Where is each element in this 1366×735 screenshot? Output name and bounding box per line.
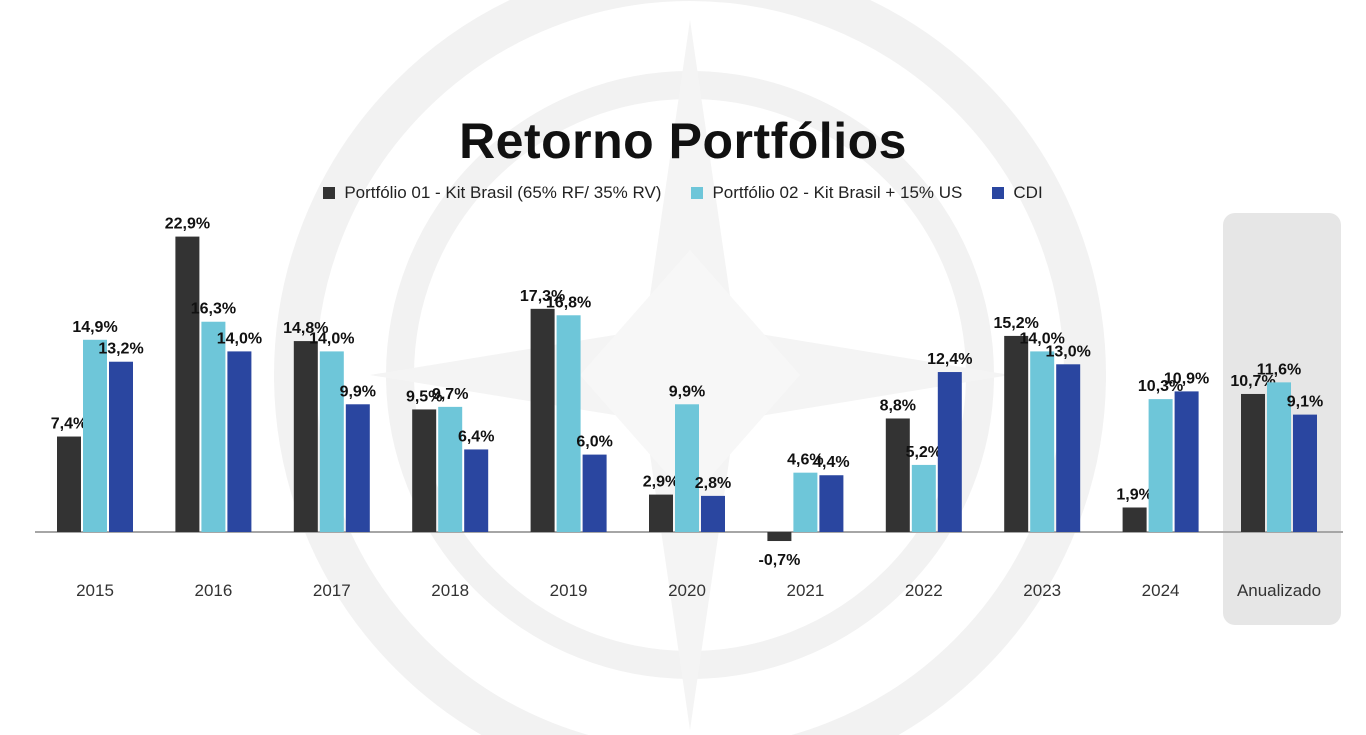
data-label: 9,9% bbox=[340, 383, 376, 400]
bar bbox=[793, 472, 818, 532]
data-label: 14,0% bbox=[217, 330, 262, 347]
bar bbox=[1030, 351, 1055, 532]
bar bbox=[438, 406, 463, 532]
bar bbox=[83, 339, 107, 532]
bar bbox=[201, 321, 226, 532]
data-label: 13,0% bbox=[1046, 343, 1091, 360]
legend-label: Portfólio 01 - Kit Brasil (65% RF/ 35% R… bbox=[344, 183, 662, 202]
bar bbox=[675, 404, 699, 532]
data-label: 4,6% bbox=[787, 452, 823, 469]
bar bbox=[1148, 399, 1173, 532]
data-label: 8,8% bbox=[880, 397, 916, 414]
legend-item: CDI bbox=[992, 183, 1043, 203]
bar bbox=[293, 341, 318, 532]
bar bbox=[345, 404, 370, 532]
category-label: 2015 bbox=[76, 581, 114, 600]
bar bbox=[319, 351, 344, 532]
category-label: 2019 bbox=[550, 581, 588, 600]
bar bbox=[937, 372, 962, 532]
data-label: 9,7% bbox=[432, 386, 468, 403]
legend-swatch bbox=[992, 187, 1005, 199]
legend-item: Portfólio 01 - Kit Brasil (65% RF/ 35% R… bbox=[323, 183, 661, 203]
bar bbox=[1056, 364, 1081, 532]
chart-title: Retorno Portfólios bbox=[459, 113, 907, 169]
bar bbox=[556, 315, 581, 532]
data-label: 7,4% bbox=[51, 416, 87, 433]
data-label: 22,9% bbox=[165, 216, 210, 233]
category-label: Anualizado bbox=[1237, 581, 1321, 600]
legend-label: Portfólio 02 - Kit Brasil + 15% US bbox=[712, 183, 963, 202]
bar bbox=[582, 454, 607, 532]
category-label: 2018 bbox=[431, 581, 469, 600]
data-label: 16,3% bbox=[191, 301, 236, 318]
data-label: 17,3% bbox=[520, 288, 565, 305]
bar bbox=[1004, 335, 1029, 532]
data-label: 9,9% bbox=[669, 383, 705, 400]
legend: Portfólio 01 - Kit Brasil (65% RF/ 35% R… bbox=[0, 183, 1366, 203]
data-label: 9,1% bbox=[1287, 394, 1323, 411]
data-label: 14,8% bbox=[283, 320, 328, 337]
data-label: 2,9% bbox=[643, 474, 679, 491]
bar bbox=[819, 475, 844, 532]
bar bbox=[227, 351, 252, 532]
bar bbox=[767, 532, 792, 542]
bar bbox=[530, 308, 555, 532]
data-label: 14,0% bbox=[309, 330, 354, 347]
data-label: 15,2% bbox=[994, 315, 1039, 332]
bar bbox=[1122, 507, 1147, 532]
data-label: 2,8% bbox=[695, 475, 731, 492]
category-label: 2023 bbox=[1023, 581, 1061, 600]
bar bbox=[109, 361, 133, 532]
data-label: 12,4% bbox=[927, 351, 972, 368]
data-label: 14,0% bbox=[1020, 330, 1065, 347]
legend-item: Portfólio 02 - Kit Brasil + 15% US bbox=[691, 183, 962, 203]
bar bbox=[1267, 382, 1291, 532]
bar bbox=[1174, 391, 1199, 532]
data-label: 5,2% bbox=[906, 444, 942, 461]
bar bbox=[911, 464, 936, 532]
legend-swatch bbox=[323, 187, 336, 199]
data-label: 16,8% bbox=[546, 294, 591, 311]
bar bbox=[701, 495, 725, 532]
category-label: 2021 bbox=[786, 581, 824, 600]
data-label: 10,7% bbox=[1230, 373, 1275, 390]
data-label: 10,3% bbox=[1138, 378, 1183, 395]
bar bbox=[412, 409, 437, 532]
data-label: 11,6% bbox=[1257, 361, 1301, 378]
bar bbox=[1293, 414, 1317, 532]
category-label: 2022 bbox=[905, 581, 943, 600]
data-label: 10,9% bbox=[1164, 370, 1209, 387]
bar bbox=[57, 436, 81, 532]
bar bbox=[175, 236, 200, 532]
bar bbox=[1241, 393, 1265, 532]
data-label: -0,7% bbox=[759, 552, 801, 569]
category-label: 2016 bbox=[194, 581, 232, 600]
data-label: 14,9% bbox=[72, 319, 117, 336]
category-label: 2017 bbox=[313, 581, 351, 600]
bar bbox=[464, 449, 489, 532]
data-label: 6,0% bbox=[576, 434, 612, 451]
category-label: 2020 bbox=[668, 581, 706, 600]
bar bbox=[885, 418, 910, 532]
legend-swatch bbox=[691, 187, 704, 199]
data-label: 4,4% bbox=[813, 454, 849, 471]
data-label: 6,4% bbox=[458, 428, 494, 445]
data-label: 1,9% bbox=[1116, 486, 1152, 503]
bar bbox=[649, 494, 673, 532]
category-label: 2024 bbox=[1142, 581, 1180, 600]
data-label: 13,2% bbox=[98, 341, 143, 358]
data-label: 9,5% bbox=[406, 388, 442, 405]
legend-label: CDI bbox=[1013, 183, 1043, 202]
